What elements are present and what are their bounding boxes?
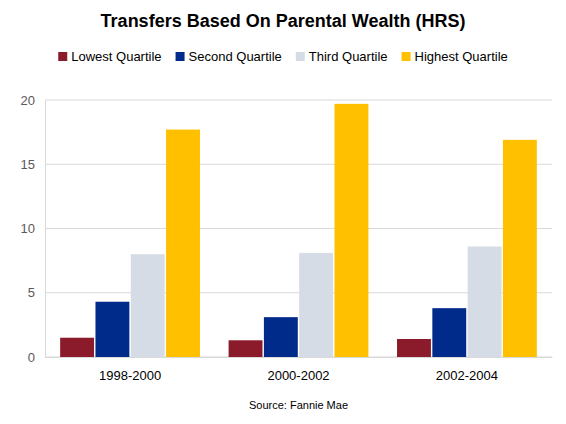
x-tick-label: 2002-2004 — [436, 368, 498, 383]
annotation: Source: Fannie Mae — [249, 399, 348, 411]
x-axis-line — [46, 357, 553, 358]
bar — [264, 317, 298, 357]
legend-label: Highest Quartile — [415, 49, 508, 64]
legend-label: Second Quartile — [189, 49, 282, 64]
bar — [432, 308, 466, 357]
legend-swatch — [58, 52, 67, 61]
x-tick-label: 2000-2002 — [267, 368, 329, 383]
x-tick: 2000-2002 — [267, 357, 329, 383]
grid-line — [45, 100, 552, 101]
bar — [299, 253, 333, 357]
x-axis: 1998-2000 2000-2002 2002-2004 — [46, 357, 553, 383]
y-tick-label: 0 — [28, 350, 35, 365]
legend-swatch — [402, 52, 411, 61]
y-tick-label: 20 — [21, 93, 35, 108]
x-tick: 2002-2004 — [436, 357, 498, 383]
y-tick: 0 — [28, 350, 45, 365]
title: Transfers Based On Parental Wealth (HRS) — [101, 11, 466, 31]
y-tick: 20 — [21, 93, 45, 108]
legend-item: Third Quartile — [296, 49, 388, 64]
grid-line — [45, 164, 552, 165]
x-tick-label: 1998-2000 — [99, 368, 161, 383]
x-tick: 1998-2000 — [99, 357, 161, 383]
y-tick: 15 — [21, 157, 45, 172]
y-tick-label: 15 — [21, 157, 35, 172]
bar — [229, 340, 263, 357]
bar — [503, 140, 537, 357]
bar — [335, 104, 369, 357]
legend-item: Lowest Quartile — [58, 49, 161, 64]
bar — [95, 302, 129, 357]
y-tick: 10 — [21, 221, 45, 236]
bar — [131, 254, 165, 357]
bar — [468, 246, 502, 357]
y-axis-line — [45, 101, 46, 358]
y-tick: 5 — [28, 285, 45, 300]
legend-swatch — [296, 52, 305, 61]
grid-line — [45, 228, 552, 229]
y-tick-label: 10 — [21, 221, 35, 236]
grid — [45, 100, 552, 357]
legend-item: Second Quartile — [176, 49, 282, 64]
y-tick-label: 5 — [28, 285, 35, 300]
bar — [60, 338, 94, 357]
legend-item: Highest Quartile — [402, 49, 508, 64]
legend-label: Lowest Quartile — [71, 49, 161, 64]
y-axis: 0 5 10 15 20 — [21, 93, 46, 365]
legend-swatch — [176, 52, 185, 61]
bar — [397, 339, 431, 357]
bars — [60, 104, 537, 357]
background — [0, 0, 566, 424]
legend: Lowest Quartile Second Quartile Third Quar… — [58, 49, 508, 64]
bar — [166, 130, 200, 357]
legend-label: Third Quartile — [309, 49, 388, 64]
